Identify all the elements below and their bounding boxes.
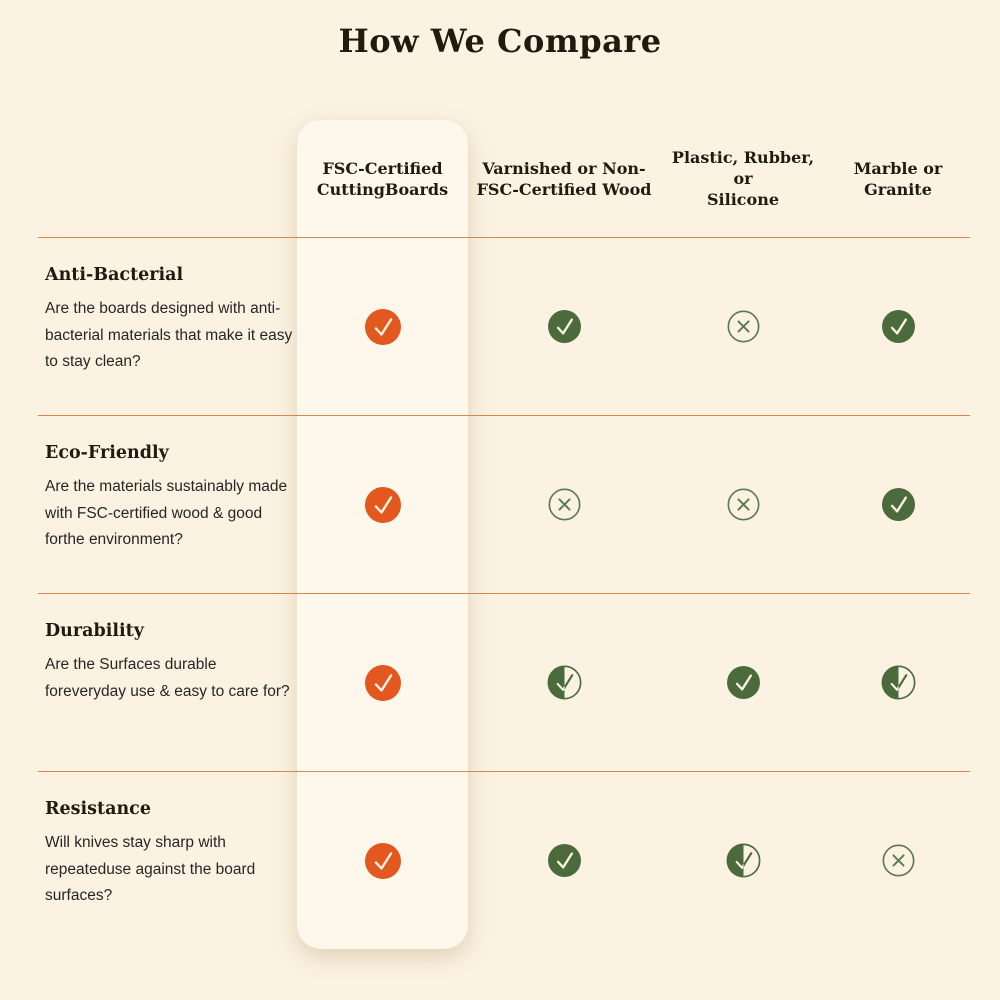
check-circle-half-icon <box>881 665 916 700</box>
cross-circle-outline-icon <box>548 488 581 521</box>
result-cell <box>468 416 660 593</box>
row-title: Durability <box>45 621 144 641</box>
result-cell <box>826 772 970 949</box>
check-circle-orange-icon <box>364 842 401 879</box>
table-row-durability: Durability Are the Surfaces durable fore… <box>38 593 970 771</box>
check-circle-orange-icon <box>364 308 401 345</box>
cross-circle-outline-icon <box>727 310 760 343</box>
result-cell <box>660 238 826 415</box>
cross-circle-outline-icon <box>727 488 760 521</box>
result-cell <box>297 416 468 593</box>
highlight-card <box>297 120 468 949</box>
column-header-plastic-rubber-silicone: Plastic, Rubber, or Silicone <box>671 148 815 209</box>
row-description: Will knives stay sharp with repeateduse … <box>45 834 256 904</box>
column-header-fsc-certified: FSC-Certified CuttingBoards <box>316 158 449 199</box>
row-title: Eco-Friendly <box>45 443 169 463</box>
table-row-anti-bacterial: Anti-Bacterial Are the boards designed w… <box>38 237 970 415</box>
row-title: Resistance <box>45 799 151 819</box>
row-description: Are the Surfaces durable foreveryday use… <box>45 656 290 700</box>
result-cell <box>826 238 970 415</box>
result-cell <box>826 416 970 593</box>
column-header-marble-granite: Marble or Granite <box>853 158 943 199</box>
cross-circle-outline-icon <box>882 844 915 877</box>
result-cell <box>297 594 468 771</box>
result-cell <box>660 772 826 949</box>
page-title: How We Compare <box>338 22 662 60</box>
result-cell <box>297 238 468 415</box>
row-description: Are the boards designed with anti-bacter… <box>45 300 293 370</box>
column-header-varnished-wood: Varnished or Non- FSC-Certified Wood <box>476 158 652 199</box>
result-cell <box>826 594 970 771</box>
check-circle-green-icon <box>547 844 581 877</box>
result-cell <box>660 594 826 771</box>
check-circle-half-icon <box>726 843 761 878</box>
row-label-cell: Anti-Bacterial Are the boards designed w… <box>38 238 297 415</box>
result-cell <box>468 772 660 949</box>
result-cell <box>297 772 468 949</box>
result-cell <box>660 416 826 593</box>
row-title: Anti-Bacterial <box>45 265 184 285</box>
check-circle-half-icon <box>547 665 582 700</box>
result-cell <box>468 238 660 415</box>
row-description: Are the materials sustainably made with … <box>45 478 288 548</box>
result-cell <box>468 594 660 771</box>
header-spacer <box>38 120 297 237</box>
check-circle-green-icon <box>726 666 760 699</box>
check-circle-green-icon <box>881 488 915 521</box>
row-label-cell: Eco-Friendly Are the materials sustainab… <box>38 416 297 593</box>
table-row-resistance: Resistance Will knives stay sharp with r… <box>38 771 970 949</box>
check-circle-orange-icon <box>364 664 401 701</box>
header-row: FSC-Certified CuttingBoards Varnished or… <box>38 120 970 237</box>
check-circle-green-icon <box>547 310 581 343</box>
comparison-table: FSC-Certified CuttingBoards Varnished or… <box>0 120 1000 949</box>
check-circle-orange-icon <box>364 486 401 523</box>
table-row-eco-friendly: Eco-Friendly Are the materials sustainab… <box>38 415 970 593</box>
row-label-cell: Resistance Will knives stay sharp with r… <box>38 772 297 949</box>
check-circle-green-icon <box>881 310 915 343</box>
row-label-cell: Durability Are the Surfaces durable fore… <box>38 594 297 771</box>
